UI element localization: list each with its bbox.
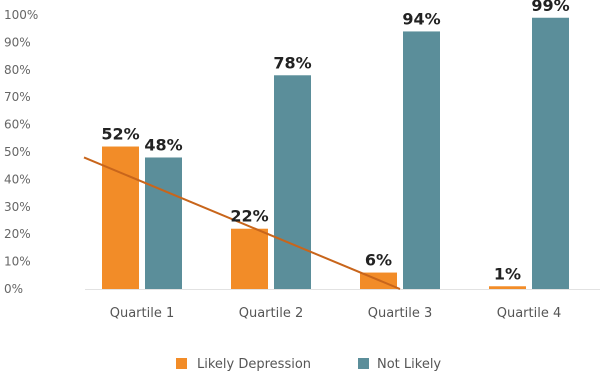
data-labels: 52% 22% 6% 1% 48% 78% 94% 99% (101, 0, 569, 283)
y-tick-label: 80% (4, 63, 31, 77)
data-label: 78% (273, 53, 311, 72)
bars (102, 17, 569, 290)
y-tick-label: 100% (4, 8, 38, 22)
trendline (83, 156, 401, 290)
x-axis-categories: Quartile 1 Quartile 2 Quartile 3 Quartile 4 (110, 306, 562, 321)
data-label: 48% (144, 135, 182, 154)
y-tick-label: 20% (4, 227, 31, 241)
legend-swatch (176, 358, 187, 369)
x-category-label: Quartile 3 (368, 306, 433, 321)
data-label: 52% (101, 125, 139, 144)
data-label: 22% (230, 207, 268, 226)
bar-not-likely (532, 17, 569, 290)
y-tick-label: 60% (4, 118, 31, 132)
legend-swatch (358, 358, 369, 369)
legend-label: Not Likely (377, 357, 441, 372)
x-category-label: Quartile 1 (110, 306, 175, 321)
y-tick-label: 10% (4, 255, 31, 269)
bar-likely-depression (231, 228, 268, 289)
bar-likely-depression (102, 146, 139, 289)
data-label: 99% (531, 0, 569, 15)
y-tick-label: 30% (4, 200, 31, 214)
data-label: 1% (494, 264, 521, 283)
bar-not-likely (403, 31, 440, 289)
trendline-line (83, 156, 401, 290)
bar-not-likely (145, 157, 182, 289)
data-label: 94% (402, 9, 440, 28)
data-label: 6% (365, 251, 392, 270)
bar-not-likely (274, 75, 311, 289)
y-tick-label: 90% (4, 35, 31, 49)
y-tick-label: 70% (4, 90, 31, 104)
y-tick-label: 0% (4, 282, 23, 296)
x-category-label: Quartile 2 (239, 306, 304, 321)
bar-likely-depression (489, 286, 526, 289)
y-tick-label: 40% (4, 172, 31, 186)
legend: Likely Depression Not Likely (176, 357, 441, 372)
y-tick-label: 50% (4, 145, 31, 159)
y-axis: 0% 10% 20% 30% 40% 50% 60% 70% 80% 90% 100% (4, 8, 38, 296)
x-category-label: Quartile 4 (497, 306, 562, 321)
legend-label: Likely Depression (197, 357, 311, 372)
